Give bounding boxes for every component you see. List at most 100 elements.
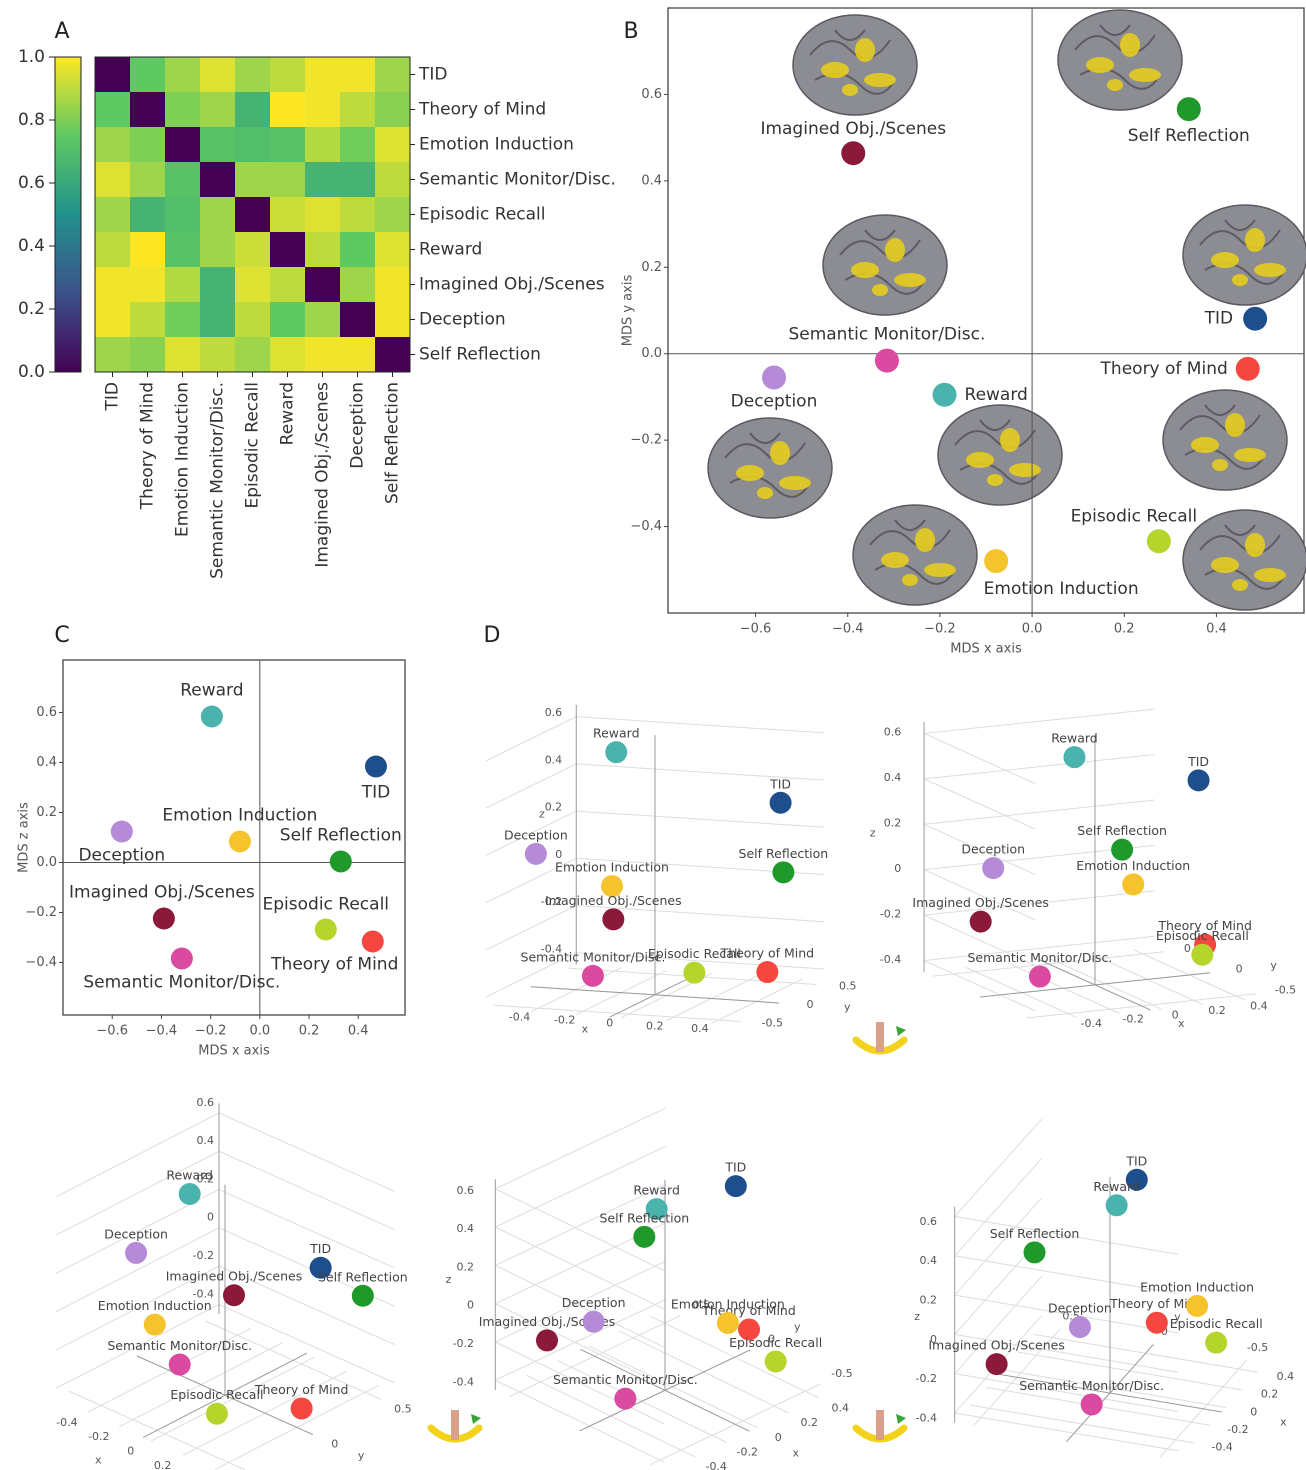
panel-label: D — [484, 623, 501, 648]
x-tick-label: 0.2 — [801, 1416, 819, 1429]
grid-line — [576, 716, 825, 734]
grid-line — [495, 1341, 665, 1425]
grid-line — [954, 1197, 1043, 1296]
col-label: Emotion Induction — [173, 382, 193, 537]
heatmap-cell — [165, 197, 201, 233]
grid-line — [218, 1189, 395, 1269]
point-3d — [769, 791, 792, 814]
y-tick-label: 0.5 — [394, 1402, 412, 1415]
row-label: Episodic Recall — [419, 205, 546, 225]
heatmap-cell — [305, 162, 341, 198]
z-tick-label: 0.2 — [919, 1293, 937, 1306]
z-tick-label: -0.2 — [880, 907, 901, 920]
grid-line — [576, 905, 825, 923]
activation — [855, 38, 875, 62]
grid-line — [923, 869, 1036, 921]
heatmap-cell — [165, 267, 201, 303]
z-tick-label: 0.2 — [197, 1172, 215, 1185]
heatmap-cell — [235, 197, 271, 233]
colorbar-tick-label: 0.0 — [18, 362, 45, 382]
heatmap-cell — [375, 57, 411, 93]
point-3d — [535, 1329, 558, 1352]
x-axis-title: x — [95, 1454, 102, 1467]
activation — [1120, 33, 1140, 57]
z-tick-label: 0.4 — [884, 771, 902, 784]
heatmap-cell — [165, 162, 201, 198]
grid-line — [923, 914, 1036, 966]
point-3d — [601, 875, 624, 898]
activation — [770, 441, 790, 465]
point-3d — [1122, 873, 1145, 896]
heatmap-cell — [165, 232, 201, 268]
activation — [1254, 263, 1286, 277]
heatmap-cell — [95, 232, 131, 268]
heatmap-cell — [235, 127, 271, 163]
activation — [924, 563, 956, 577]
z-tick-label: -0.2 — [915, 1372, 936, 1385]
heatmap-cell — [200, 232, 236, 268]
point-3d — [1145, 1311, 1168, 1334]
z-axis-title: z — [202, 1169, 208, 1182]
activation — [851, 262, 879, 278]
activation — [1000, 428, 1020, 452]
col-label: Imagined Obj./Scenes — [313, 382, 333, 568]
y-tick-label: 0.4 — [641, 173, 662, 188]
y-tick-label: 0 — [768, 1333, 775, 1346]
grid-line — [954, 1255, 1179, 1295]
y-tick-label: 0.4 — [36, 755, 57, 770]
point-3d — [1105, 1194, 1128, 1217]
zero-axis — [1039, 959, 1151, 1011]
activation — [821, 62, 849, 78]
point-label: Imagined Obj./Scenes — [166, 1269, 303, 1284]
heatmap-cell — [340, 337, 376, 373]
row-label: Semantic Monitor/Disc. — [419, 170, 616, 190]
grid-line — [924, 935, 1155, 962]
y-axis-title: MDS z axis — [17, 802, 32, 873]
y-tick-label: 0.5 — [693, 1299, 711, 1312]
point — [170, 947, 193, 970]
z-tick-label: 0.4 — [919, 1254, 937, 1267]
point-3d — [290, 1397, 313, 1420]
point-label: Theory of Mind — [1157, 918, 1252, 933]
point — [1243, 306, 1268, 331]
point-label: TID — [769, 776, 791, 791]
x-tick-label: 0 — [127, 1444, 134, 1457]
x-tick-label: -0.4 — [705, 1460, 726, 1470]
point-3d — [524, 842, 547, 865]
point-label: Theory of Mind — [254, 1382, 349, 1397]
point-label: Episodic Recall — [1071, 506, 1198, 526]
point-3d — [1111, 838, 1134, 861]
brain — [1182, 204, 1306, 306]
heatmap-cell — [235, 337, 271, 373]
point-3d — [1080, 1393, 1103, 1416]
colorbar-tick-label: 0.8 — [18, 110, 45, 130]
point-label: Emotion Induction — [984, 579, 1139, 599]
grid-line — [495, 1379, 665, 1463]
heatmap-cell — [95, 302, 131, 338]
point — [200, 705, 223, 728]
z-tick-label: -0.4 — [880, 953, 901, 966]
heatmap-cell — [270, 267, 306, 303]
activation — [881, 552, 909, 568]
activation — [1225, 413, 1245, 437]
x-tick-label: -0.4 — [1211, 1441, 1232, 1454]
x-axis-title: x — [793, 1447, 800, 1460]
grid-line — [485, 952, 577, 998]
heatmap-cell — [200, 127, 236, 163]
point — [152, 907, 175, 930]
panel-label: B — [623, 19, 638, 44]
z-tick-label: 0.6 — [919, 1215, 937, 1228]
heatmap-cell — [95, 57, 131, 93]
y-tick-label: 0 — [1236, 963, 1243, 976]
grid-line — [218, 1150, 395, 1231]
activation — [1212, 459, 1228, 471]
brain — [852, 504, 978, 606]
point — [762, 365, 786, 390]
zero-axis — [142, 1352, 308, 1438]
z-tick-label: 0.2 — [884, 817, 902, 830]
activation — [1191, 437, 1219, 453]
panel-label: C — [54, 623, 69, 648]
colorbar-tick-label: 0.4 — [18, 236, 45, 256]
rotate-icon-post — [876, 1410, 884, 1440]
x-tick-label: 0 — [1172, 1008, 1179, 1021]
